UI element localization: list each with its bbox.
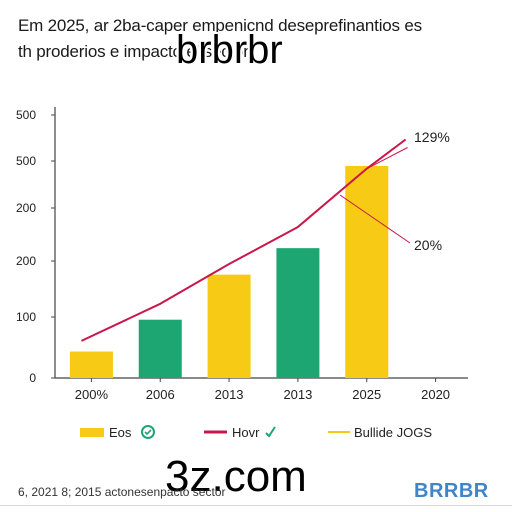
x-tick-label: 2020 [421, 387, 450, 402]
y-tick-label: 100 [16, 310, 36, 324]
y-tick-label: 200 [16, 201, 36, 215]
line-series-tail [366, 147, 408, 170]
bar [345, 166, 389, 378]
y-tick-label: 0 [29, 371, 36, 385]
annotation-label: 20% [414, 237, 442, 253]
check-mark-path [144, 429, 152, 436]
chart-title-line-1: Em 2025, ar 2ba-caper empenicnd desepreﬁ… [18, 16, 422, 35]
annotation-label: 129% [414, 129, 450, 145]
x-tick-label: 200% [75, 387, 109, 402]
footer-divider [0, 505, 512, 506]
x-tick-label: 2013 [215, 387, 244, 402]
bar [276, 248, 320, 378]
footer-note: 6, 2021 8; 2015 actonesenpacto sector [18, 485, 226, 499]
legend-label: Hovr [232, 425, 260, 440]
legend-label: Eos [109, 425, 132, 440]
legend-label: Bullide JOGS [354, 425, 432, 440]
x-tick-label: 2006 [146, 387, 175, 402]
watermark-overlay-text: brbrbr [176, 28, 283, 72]
bar [69, 351, 113, 378]
legend-swatch [80, 428, 104, 437]
annotation-leader-line [339, 194, 411, 244]
x-tick-label: 2013 [283, 387, 312, 402]
watermark-domain-text: 3z.com [165, 452, 307, 501]
line-series-hovr [80, 138, 407, 342]
y-tick-label: 200 [16, 254, 36, 268]
bar [207, 274, 251, 378]
brand-logo-text: BRRBR [414, 480, 489, 502]
y-tick-label: 500 [16, 108, 36, 122]
bar [138, 319, 182, 378]
check-circle-icon [141, 425, 155, 439]
chart-title-line-2: th proderios e impacto el sector [18, 42, 249, 61]
y-tick-label: 500 [16, 154, 36, 168]
checkmark-icon [265, 426, 276, 438]
x-tick-label: 2025 [352, 387, 381, 402]
